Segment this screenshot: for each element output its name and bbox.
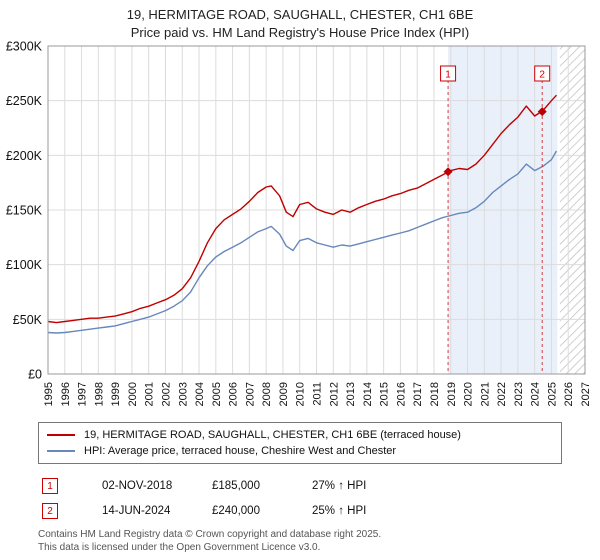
transaction-row: 2 14-JUN-2024 £240,000 25% ↑ HPI (42, 503, 600, 519)
legend-label: 19, HERMITAGE ROAD, SAUGHALL, CHESTER, C… (84, 429, 461, 441)
legend-line-swatch (47, 434, 75, 436)
svg-text:2007: 2007 (244, 382, 256, 406)
svg-text:2014: 2014 (362, 382, 374, 406)
svg-text:2008: 2008 (261, 382, 273, 406)
legend-label: HPI: Average price, terraced house, Ches… (84, 445, 397, 457)
svg-text:2011: 2011 (312, 382, 324, 406)
svg-text:1999: 1999 (110, 382, 122, 406)
transaction-row: 1 02-NOV-2018 £185,000 27% ↑ HPI (42, 478, 600, 494)
svg-text:2020: 2020 (463, 382, 475, 406)
svg-text:£50K: £50K (13, 313, 43, 327)
svg-text:2026: 2026 (563, 382, 575, 406)
footer-line-1: Contains HM Land Registry data © Crown c… (38, 529, 382, 540)
svg-text:£150K: £150K (6, 204, 43, 218)
chart-legend: 19, HERMITAGE ROAD, SAUGHALL, CHESTER, C… (38, 422, 562, 464)
svg-text:1998: 1998 (93, 382, 105, 406)
svg-text:1996: 1996 (60, 382, 72, 406)
svg-text:2: 2 (539, 70, 545, 81)
svg-text:2019: 2019 (446, 382, 458, 406)
transaction-hpi-change: 25% ↑ HPI (312, 505, 367, 517)
svg-text:2022: 2022 (496, 382, 508, 406)
svg-text:2001: 2001 (144, 382, 156, 406)
svg-text:£300K: £300K (6, 40, 43, 54)
svg-text:2017: 2017 (412, 382, 424, 406)
legend-item: 19, HERMITAGE ROAD, SAUGHALL, CHESTER, C… (47, 427, 553, 443)
attribution-footer: Contains HM Land Registry data © Crown c… (38, 529, 600, 554)
footer-line-2: This data is licensed under the Open Gov… (38, 541, 321, 553)
transaction-list: 1 02-NOV-2018 £185,000 27% ↑ HPI 2 14-JUN-202… (42, 478, 600, 519)
svg-text:2015: 2015 (379, 382, 391, 406)
transaction-number-badge: 1 (42, 478, 58, 494)
legend-item: HPI: Average price, terraced house, Ches… (47, 443, 553, 459)
transaction-hpi-change: 27% ↑ HPI (312, 480, 367, 492)
svg-text:2012: 2012 (328, 382, 340, 406)
svg-text:£250K: £250K (6, 94, 43, 108)
transaction-price: £240,000 (212, 505, 260, 517)
svg-text:2021: 2021 (479, 382, 491, 406)
svg-text:2024: 2024 (530, 382, 542, 406)
svg-text:2016: 2016 (395, 382, 407, 406)
svg-text:2009: 2009 (278, 382, 290, 406)
svg-text:1: 1 (445, 70, 451, 81)
svg-text:2027: 2027 (580, 382, 592, 406)
transaction-date: 14-JUN-2024 (102, 505, 171, 517)
svg-text:2013: 2013 (345, 382, 357, 406)
svg-text:£100K: £100K (6, 258, 43, 272)
svg-text:2002: 2002 (160, 382, 172, 406)
svg-text:1995: 1995 (43, 382, 55, 406)
svg-text:1997: 1997 (77, 382, 89, 406)
page-title: 19, HERMITAGE ROAD, SAUGHALL, CHESTER, C… (126, 7, 474, 22)
price-history-chart: £0 £50K £100K £150K £200K £250K £300K 1995 1996 1… (6, 40, 592, 406)
svg-text:2005: 2005 (211, 382, 223, 406)
transaction-number-badge: 2 (42, 503, 58, 519)
svg-text:2000: 2000 (127, 382, 139, 406)
svg-text:2010: 2010 (295, 382, 307, 406)
svg-text:2025: 2025 (546, 382, 558, 406)
svg-text:2023: 2023 (513, 382, 525, 406)
svg-text:2006: 2006 (228, 382, 240, 406)
legend-line-swatch (47, 450, 75, 452)
svg-text:£0: £0 (28, 368, 42, 382)
svg-text:2018: 2018 (429, 382, 441, 406)
transaction-date: 02-NOV-2018 (102, 480, 173, 492)
svg-text:2004: 2004 (194, 382, 206, 406)
page-subtitle: Price paid vs. HM Land Registry's House … (130, 25, 470, 40)
svg-text:2003: 2003 (177, 382, 189, 406)
transaction-price: £185,000 (212, 480, 260, 492)
svg-text:£200K: £200K (6, 149, 43, 163)
